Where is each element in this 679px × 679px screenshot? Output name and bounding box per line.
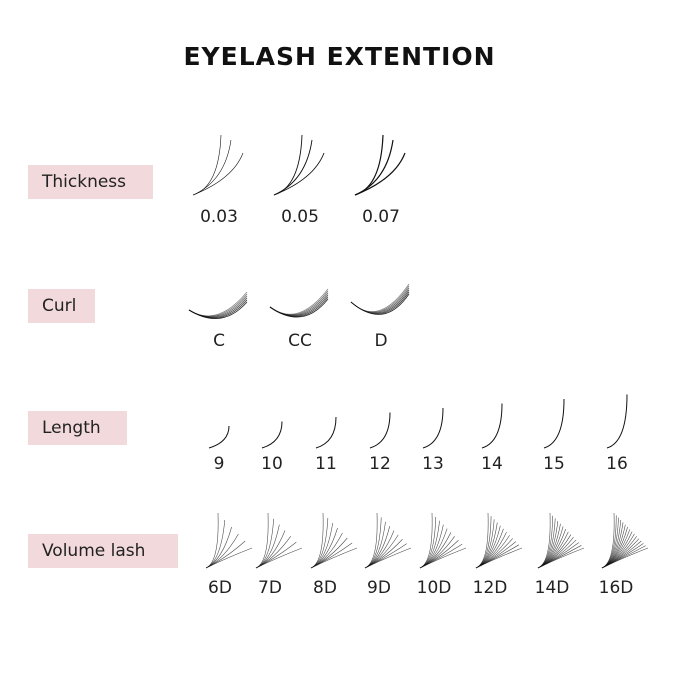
lash-stroke (255, 530, 286, 569)
lash-stroke (475, 531, 507, 569)
lash-stroke (208, 425, 230, 449)
lash-stroke (364, 517, 382, 569)
volume-option-label: 10D (416, 578, 452, 598)
curl-lash-icon (350, 283, 410, 315)
length-option-label: 10 (261, 454, 283, 474)
lash-stroke (422, 407, 444, 449)
volume-option-label: 16D (598, 578, 634, 598)
lash-stroke (419, 528, 448, 569)
length-lash-icon (261, 421, 283, 449)
lash-stroke (350, 293, 410, 315)
lash-stroke (543, 398, 565, 449)
volume-lash-icon (537, 512, 585, 569)
lash-stroke (273, 134, 303, 196)
lash-stroke (255, 547, 303, 569)
volume-lash-icon (364, 512, 412, 569)
section-label-curl: Curl (28, 289, 95, 323)
volume-option-label: 6D (208, 578, 232, 598)
lash-stroke (419, 547, 467, 569)
volume-option-label: 9D (367, 578, 391, 598)
volume-lash-icon (419, 512, 467, 569)
lash-stroke (188, 291, 248, 317)
lash-stroke (310, 532, 343, 569)
thickness-lash-icon (273, 134, 325, 196)
lash-stroke (315, 416, 337, 449)
section-label-volume: Volume lash (28, 534, 178, 568)
lash-stroke (269, 288, 329, 315)
lash-stroke (310, 547, 358, 569)
volume-option-label: 12D (472, 578, 508, 598)
length-option-label: 16 (606, 454, 628, 474)
volume-option-label: 7D (258, 578, 282, 598)
volume-option-label: 8D (313, 578, 337, 598)
lash-stroke (269, 298, 329, 318)
length-option-label: 9 (213, 454, 225, 474)
length-option-label: 13 (422, 454, 444, 474)
length-option-label: 11 (315, 454, 337, 474)
curl-option-label: CC (288, 331, 312, 351)
thickness-lash-icon (354, 134, 406, 196)
lash-stroke (192, 139, 232, 196)
lash-stroke (350, 289, 410, 314)
volume-lash-icon (601, 512, 649, 569)
volume-lash-icon (255, 512, 303, 569)
lash-stroke (601, 529, 631, 569)
thickness-option-label: 0.03 (200, 207, 238, 227)
page-title: EYELASH EXTENTION (183, 42, 496, 71)
lash-stroke (601, 547, 649, 569)
lash-stroke (354, 139, 394, 196)
curl-option-label: C (213, 331, 225, 351)
lash-stroke (188, 301, 248, 319)
lash-stroke (475, 547, 523, 569)
lash-stroke (419, 512, 433, 569)
length-option-label: 12 (369, 454, 391, 474)
thickness-option-label: 0.05 (281, 207, 319, 227)
lash-stroke (364, 534, 399, 569)
lash-stroke (192, 152, 244, 196)
lash-stroke (273, 139, 313, 196)
section-label-length: Length (28, 411, 127, 445)
curl-lash-icon (269, 288, 329, 318)
length-option-label: 14 (481, 454, 503, 474)
lash-stroke (192, 134, 222, 196)
lash-stroke (205, 547, 253, 569)
lash-stroke (369, 412, 391, 449)
lash-stroke (255, 512, 269, 569)
volume-lash-icon (310, 512, 358, 569)
lash-stroke (354, 152, 406, 196)
thickness-option-label: 0.07 (362, 207, 400, 227)
length-lash-icon (543, 398, 565, 449)
length-lash-icon (481, 403, 503, 449)
length-lash-icon (208, 425, 230, 449)
lash-stroke (350, 283, 410, 312)
section-label-thickness: Thickness (28, 165, 153, 199)
curl-lash-icon (188, 291, 248, 319)
volume-option-label: 14D (534, 578, 570, 598)
thickness-lash-icon (192, 134, 244, 196)
volume-lash-icon (205, 512, 253, 569)
curl-option-label: D (374, 331, 388, 351)
length-lash-icon (369, 412, 391, 449)
length-lash-icon (315, 416, 337, 449)
lash-stroke (606, 394, 628, 449)
lash-stroke (364, 547, 412, 569)
lash-stroke (481, 403, 503, 449)
length-lash-icon (606, 394, 628, 449)
lash-stroke (273, 152, 325, 196)
length-option-label: 15 (543, 454, 565, 474)
lash-stroke (261, 421, 283, 449)
lash-stroke (537, 547, 585, 569)
length-lash-icon (422, 407, 444, 449)
volume-lash-icon (475, 512, 523, 569)
